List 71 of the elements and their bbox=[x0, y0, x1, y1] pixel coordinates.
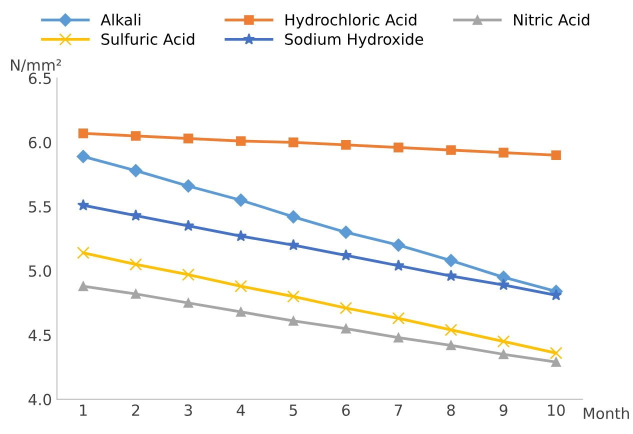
point bbox=[394, 142, 404, 152]
point bbox=[130, 289, 141, 299]
point bbox=[129, 164, 142, 178]
point bbox=[394, 332, 404, 342]
y-tick-label: 5.0 bbox=[28, 265, 52, 277]
point bbox=[288, 316, 298, 326]
y-tick-label: 6.0 bbox=[28, 136, 52, 148]
point bbox=[236, 136, 246, 146]
point bbox=[340, 302, 352, 314]
point bbox=[498, 278, 510, 290]
point bbox=[498, 148, 508, 158]
legend-label: Sodium Hydroxide bbox=[285, 33, 424, 48]
x-tick-label: 8 bbox=[447, 404, 455, 416]
legend-label: Hydrochloric Acid bbox=[286, 14, 416, 29]
point bbox=[446, 340, 456, 350]
point bbox=[498, 349, 508, 360]
x-tick-label: 7 bbox=[394, 404, 402, 416]
point bbox=[234, 194, 248, 207]
point bbox=[286, 210, 300, 224]
point bbox=[551, 357, 561, 367]
legend-label: Sulfuric Acid bbox=[102, 33, 194, 45]
x-tick-label: 5 bbox=[290, 404, 297, 416]
point bbox=[340, 249, 352, 261]
point bbox=[77, 199, 90, 210]
point bbox=[182, 220, 194, 232]
x-axis-title: Month bbox=[584, 407, 629, 420]
point bbox=[444, 254, 458, 268]
y-tick-label: 5.5 bbox=[28, 201, 51, 213]
point bbox=[183, 134, 194, 144]
point bbox=[550, 288, 562, 300]
point bbox=[341, 324, 351, 334]
x-tick-label: 3 bbox=[184, 404, 192, 416]
point bbox=[392, 259, 404, 271]
y-tick-label: 6.5 bbox=[28, 72, 51, 84]
point bbox=[130, 258, 142, 271]
x-tick-label: 2 bbox=[132, 404, 140, 416]
point bbox=[236, 307, 246, 317]
point bbox=[130, 209, 142, 221]
point bbox=[446, 145, 456, 155]
x-tick-label: 6 bbox=[342, 404, 350, 416]
point bbox=[76, 246, 90, 260]
x-tick-label: 10 bbox=[548, 404, 565, 416]
point bbox=[551, 150, 561, 160]
point bbox=[497, 335, 510, 348]
point bbox=[130, 131, 141, 141]
point bbox=[182, 179, 195, 193]
point bbox=[76, 150, 90, 164]
point bbox=[392, 238, 406, 252]
point bbox=[78, 281, 88, 292]
y-tick-label: 4.0 bbox=[28, 394, 52, 406]
point bbox=[444, 324, 458, 336]
point bbox=[234, 230, 247, 242]
y-tick-label: 4.5 bbox=[28, 330, 51, 342]
point bbox=[288, 137, 298, 148]
legend-label: Nitric Acid bbox=[514, 14, 590, 26]
point bbox=[183, 298, 194, 308]
point bbox=[341, 140, 351, 150]
point bbox=[182, 268, 195, 281]
point bbox=[287, 290, 300, 303]
point bbox=[550, 346, 562, 360]
x-tick-label: 4 bbox=[236, 404, 245, 416]
legend-label: Alkali bbox=[100, 14, 140, 26]
point bbox=[234, 280, 248, 292]
point bbox=[445, 270, 457, 282]
x-tick-label: 9 bbox=[500, 404, 508, 416]
point bbox=[287, 238, 300, 250]
point bbox=[392, 312, 405, 325]
point bbox=[339, 226, 353, 239]
y-axis-title: N/mm² bbox=[10, 59, 61, 72]
point bbox=[78, 128, 88, 138]
x-tick-label: 1 bbox=[80, 404, 87, 416]
